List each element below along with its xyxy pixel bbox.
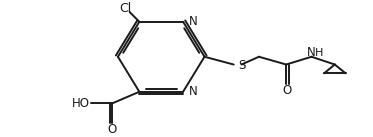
Text: N: N (189, 15, 198, 28)
Text: S: S (238, 59, 246, 72)
Text: HO: HO (72, 97, 90, 110)
Text: O: O (282, 84, 292, 97)
Text: O: O (107, 123, 117, 136)
Text: Cl: Cl (120, 2, 132, 15)
Text: H: H (315, 48, 324, 58)
Text: N: N (189, 85, 198, 98)
Text: N: N (307, 46, 316, 59)
